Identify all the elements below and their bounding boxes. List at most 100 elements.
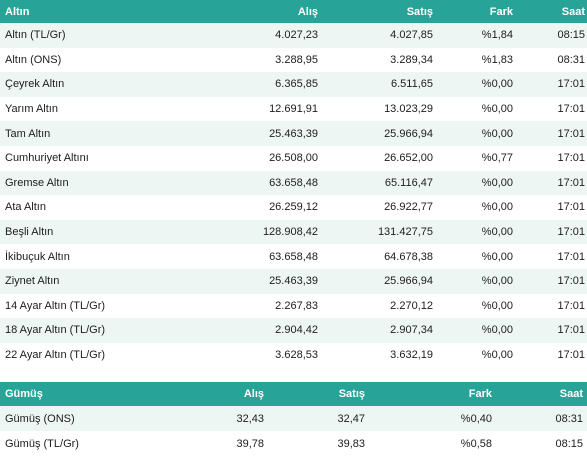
gold-buy-cell: 63.658,48	[212, 244, 318, 269]
silver-header-name[interactable]: Gümüş	[0, 382, 160, 407]
silver-buy-cell: 32,43	[160, 406, 264, 432]
gold-buy-cell: 3.628,53	[212, 342, 318, 368]
gold-name-cell: Tam Altın	[0, 121, 212, 146]
gold-header-buy[interactable]: Alış	[212, 0, 318, 23]
gold-header-row: Altın Alış Satış Fark Saat	[0, 0, 587, 23]
table-row[interactable]: Cumhuriyet Altını 26.508,00 26.652,00 %0…	[0, 145, 587, 171]
silver-header-sell[interactable]: Satış	[264, 382, 365, 407]
gold-name-cell: Ata Altın	[0, 195, 212, 220]
gold-time-cell: 08:31	[513, 47, 587, 73]
gold-name-cell: İkibuçuk Altın	[0, 244, 212, 269]
gold-sell-cell: 26.922,77	[318, 195, 433, 220]
gold-time-cell: 08:15	[513, 23, 587, 48]
silver-name-cell: Gümüş (TL/Gr)	[0, 431, 160, 457]
gold-name-cell: Altın (TL/Gr)	[0, 23, 212, 48]
table-row[interactable]: Ata Altın 26.259,12 26.922,77 %0,00 17:0…	[0, 195, 587, 220]
gold-buy-cell: 63.658,48	[212, 170, 318, 196]
table-row[interactable]: İkibuçuk Altın 63.658,48 64.678,38 %0,00…	[0, 244, 587, 269]
silver-time-cell: 08:31	[492, 406, 587, 432]
gold-name-cell: 14 Ayar Altın (TL/Gr)	[0, 293, 212, 319]
silver-header-diff[interactable]: Fark	[365, 382, 492, 407]
table-row[interactable]: Gümüş (TL/Gr) 39,78 39,83 %0,58 08:15	[0, 431, 587, 457]
gold-diff-cell: %0,00	[433, 72, 513, 97]
gold-buy-cell: 12.691,91	[212, 96, 318, 122]
gold-time-cell: 17:01	[513, 219, 587, 245]
gold-sell-cell: 64.678,38	[318, 244, 433, 269]
table-row[interactable]: 14 Ayar Altın (TL/Gr) 2.267,83 2.270,12 …	[0, 293, 587, 319]
gold-name-cell: Çeyrek Altın	[0, 72, 212, 97]
table-row[interactable]: Beşli Altın 128.908,42 131.427,75 %0,00 …	[0, 219, 587, 245]
gold-diff-cell: %0,00	[433, 293, 513, 319]
table-row[interactable]: Ziynet Altın 25.463,39 25.966,94 %0,00 1…	[0, 268, 587, 294]
gold-sell-cell: 26.652,00	[318, 145, 433, 171]
silver-buy-cell: 39,78	[160, 431, 264, 457]
silver-time-cell: 08:15	[492, 431, 587, 457]
table-row[interactable]: Gümüş (ONS) 32,43 32,47 %0,40 08:31	[0, 406, 587, 432]
gold-buy-cell: 2.267,83	[212, 293, 318, 319]
gold-name-cell: 18 Ayar Altın (TL/Gr)	[0, 318, 212, 343]
silver-diff-cell: %0,58	[365, 431, 492, 457]
gold-time-cell: 17:01	[513, 170, 587, 196]
gold-time-cell: 17:01	[513, 318, 587, 343]
gold-buy-cell: 25.463,39	[212, 121, 318, 146]
gold-buy-cell: 26.508,00	[212, 145, 318, 171]
gold-time-cell: 17:01	[513, 72, 587, 97]
gold-time-cell: 17:01	[513, 96, 587, 122]
gold-buy-cell: 128.908,42	[212, 219, 318, 245]
gold-sell-cell: 2.907,34	[318, 318, 433, 343]
gold-diff-cell: %1,83	[433, 47, 513, 73]
gold-buy-cell: 3.288,95	[212, 47, 318, 73]
silver-header-buy[interactable]: Alış	[160, 382, 264, 407]
gold-name-cell: Ziynet Altın	[0, 268, 212, 294]
gold-name-cell: Cumhuriyet Altını	[0, 145, 212, 171]
silver-sell-cell: 39,83	[264, 431, 365, 457]
table-row[interactable]: Tam Altın 25.463,39 25.966,94 %0,00 17:0…	[0, 121, 587, 146]
gold-time-cell: 17:01	[513, 195, 587, 220]
gold-name-cell: Yarım Altın	[0, 96, 212, 122]
table-row[interactable]: 22 Ayar Altın (TL/Gr) 3.628,53 3.632,19 …	[0, 342, 587, 368]
gold-sell-cell: 13.023,29	[318, 96, 433, 122]
gold-diff-cell: %1,84	[433, 23, 513, 48]
gold-name-cell: 22 Ayar Altın (TL/Gr)	[0, 342, 212, 368]
gold-name-cell: Altın (ONS)	[0, 47, 212, 73]
gold-diff-cell: %0,00	[433, 96, 513, 122]
gold-name-cell: Gremse Altın	[0, 170, 212, 196]
gold-time-cell: 17:01	[513, 145, 587, 171]
gold-sell-cell: 65.116,47	[318, 170, 433, 196]
table-row[interactable]: Gremse Altın 63.658,48 65.116,47 %0,00 1…	[0, 170, 587, 196]
gold-sell-cell: 131.427,75	[318, 219, 433, 245]
gold-buy-cell: 2.904,42	[212, 318, 318, 343]
table-row[interactable]: Çeyrek Altın 6.365,85 6.511,65 %0,00 17:…	[0, 72, 587, 97]
gold-time-cell: 17:01	[513, 293, 587, 319]
gold-header-time[interactable]: Saat	[513, 0, 587, 23]
gold-name-cell: Beşli Altın	[0, 219, 212, 245]
silver-name-cell: Gümüş (ONS)	[0, 406, 160, 432]
gold-diff-cell: %0,00	[433, 121, 513, 146]
gold-header-diff[interactable]: Fark	[433, 0, 513, 23]
silver-diff-cell: %0,40	[365, 406, 492, 432]
gold-diff-cell: %0,00	[433, 219, 513, 245]
silver-header-time[interactable]: Saat	[492, 382, 587, 407]
table-row[interactable]: Altın (ONS) 3.288,95 3.289,34 %1,83 08:3…	[0, 47, 587, 73]
gold-sell-cell: 25.966,94	[318, 268, 433, 294]
table-row[interactable]: 18 Ayar Altın (TL/Gr) 2.904,42 2.907,34 …	[0, 318, 587, 343]
gold-diff-cell: %0,00	[433, 170, 513, 196]
gold-sell-cell: 3.632,19	[318, 342, 433, 368]
gold-buy-cell: 25.463,39	[212, 268, 318, 294]
gold-time-cell: 17:01	[513, 342, 587, 368]
gold-buy-cell: 6.365,85	[212, 72, 318, 97]
gold-diff-cell: %0,00	[433, 318, 513, 343]
section-spacer	[0, 367, 587, 382]
table-row[interactable]: Yarım Altın 12.691,91 13.023,29 %0,00 17…	[0, 96, 587, 122]
gold-diff-cell: %0,77	[433, 145, 513, 171]
gold-diff-cell: %0,00	[433, 342, 513, 368]
silver-sell-cell: 32,47	[264, 406, 365, 432]
gold-diff-cell: %0,00	[433, 268, 513, 294]
table-row[interactable]: Altın (TL/Gr) 4.027,23 4.027,85 %1,84 08…	[0, 23, 587, 48]
gold-buy-cell: 4.027,23	[212, 23, 318, 48]
gold-time-cell: 17:01	[513, 244, 587, 269]
gold-prices-table: Altın Alış Satış Fark Saat Altın (TL/Gr)…	[0, 0, 587, 368]
gold-header-name[interactable]: Altın	[0, 0, 212, 23]
gold-header-sell[interactable]: Satış	[318, 0, 433, 23]
gold-time-cell: 17:01	[513, 121, 587, 146]
